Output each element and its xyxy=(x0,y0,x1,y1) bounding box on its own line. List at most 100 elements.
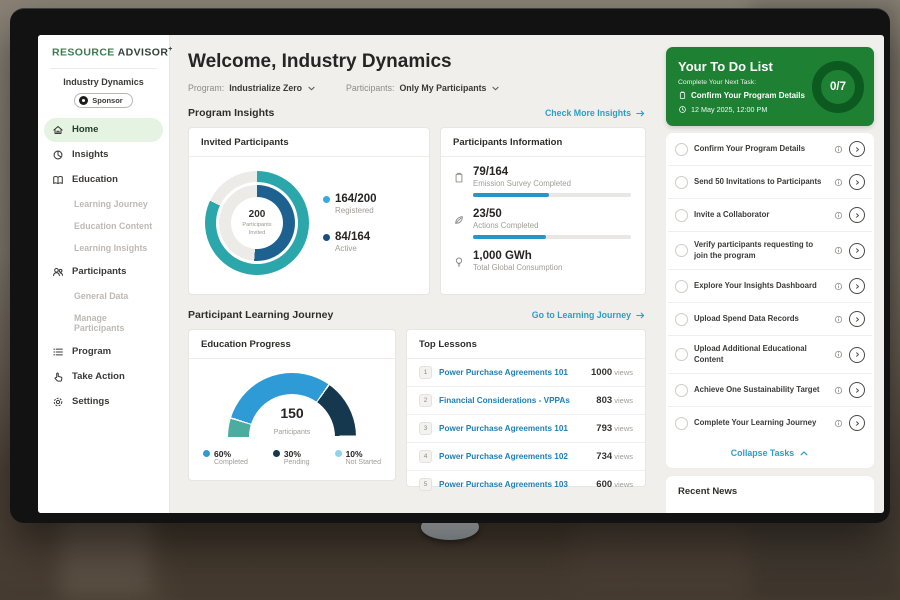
take-action-icon xyxy=(54,371,63,382)
task-checkbox[interactable] xyxy=(675,312,688,326)
legend-item-completed: 60% Completed xyxy=(203,449,248,466)
sidebar-item-general-data[interactable]: General Data xyxy=(74,290,129,301)
sidebar-item-insights[interactable]: Insights xyxy=(44,143,163,167)
todo-task-row[interactable]: Upload Spend Data Records xyxy=(668,303,872,337)
lesson-link[interactable]: Power Purchase Agreements 103 xyxy=(439,480,568,489)
program-filter-dropdown[interactable]: Program: Industrialize Zero xyxy=(188,83,316,93)
task-chevron-button[interactable] xyxy=(849,242,865,259)
sidebar-item-settings[interactable]: Settings xyxy=(44,390,163,414)
lesson-row: 5 Power Purchase Agreements 103 600 view… xyxy=(407,471,645,498)
task-checkbox[interactable] xyxy=(675,279,688,293)
info-icon[interactable] xyxy=(834,419,843,428)
arrow-right-icon xyxy=(636,312,645,318)
todo-task-row[interactable]: Complete Your Learning Journey xyxy=(668,407,872,439)
todo-task-row[interactable]: Verify participants requesting to join t… xyxy=(668,232,872,271)
collapse-tasks-link[interactable]: Collapse Tasks xyxy=(668,439,872,468)
lesson-row: 1 Power Purchase Agreements 101 1000 vie… xyxy=(407,359,645,387)
monitor-bezel: RESOURCE ADVISOR+ Industry Dynamics Spon… xyxy=(10,8,890,523)
sidebar-item-home[interactable]: Home xyxy=(44,117,163,142)
stat-emission-survey: 79/164 Emission Survey Completed xyxy=(441,157,645,199)
task-chevron-button[interactable] xyxy=(849,346,865,363)
task-checkbox[interactable] xyxy=(675,383,688,397)
task-chevron-button[interactable] xyxy=(849,174,865,190)
bulb-icon xyxy=(455,257,463,267)
chevron-right-icon xyxy=(855,146,859,152)
sidebar-item-learning-insights[interactable]: Learning Insights xyxy=(74,242,148,253)
chevron-right-icon xyxy=(855,387,859,393)
lesson-link[interactable]: Financial Considerations - VPPAs xyxy=(439,396,570,405)
sponsor-icon xyxy=(79,95,89,105)
task-chevron-button[interactable] xyxy=(849,382,865,399)
task-chevron-button[interactable] xyxy=(849,278,865,295)
lesson-link[interactable]: Power Purchase Agreements 101 xyxy=(439,368,568,377)
info-icon[interactable] xyxy=(834,386,843,395)
sidebar-item-education-content[interactable]: Education Content xyxy=(74,220,153,231)
task-chevron-button[interactable] xyxy=(849,311,865,328)
chevron-up-icon xyxy=(800,451,808,456)
lesson-row: 4 Power Purchase Agreements 102 734 view… xyxy=(407,443,645,471)
chevron-right-icon xyxy=(855,316,859,322)
todo-task-row[interactable]: Upload Additional Educational Content xyxy=(668,336,872,375)
task-checkbox[interactable] xyxy=(675,348,688,362)
task-checkbox[interactable] xyxy=(675,208,688,222)
donut-legend: 164/200 Registered 84/164 Active xyxy=(323,193,377,253)
task-chevron-button[interactable] xyxy=(849,141,865,157)
chevron-right-icon xyxy=(855,352,859,357)
chevron-down-icon xyxy=(492,86,500,90)
info-icon[interactable] xyxy=(834,315,843,324)
leaf-icon xyxy=(455,216,463,224)
todo-task-row[interactable]: Explore Your Insights Dashboard xyxy=(668,270,872,304)
clipboard-icon xyxy=(679,91,686,99)
task-checkbox[interactable] xyxy=(675,142,688,156)
info-icon[interactable] xyxy=(834,211,843,220)
todo-task-row[interactable]: Send 50 Invitations to Participants xyxy=(668,166,872,199)
gauge-center-label: 150 Participants xyxy=(273,405,311,436)
check-more-insights-link[interactable]: Check More Insights xyxy=(545,108,646,118)
registered-dot xyxy=(323,196,330,203)
gauge-legend: 60% Completed 30% Pending 10% Not Started xyxy=(189,439,395,466)
task-checkbox[interactable] xyxy=(675,244,688,258)
todo-title: Your To Do List xyxy=(678,59,773,74)
learning-journey-heading: Participant Learning Journey xyxy=(188,309,334,321)
go-to-learning-journey-link[interactable]: Go to Learning Journey xyxy=(532,310,646,320)
education-progress-title: Education Progress xyxy=(189,330,395,359)
task-checkbox[interactable] xyxy=(675,175,688,189)
task-checkbox[interactable] xyxy=(675,416,688,430)
todo-due-date: 12 May 2025, 12:00 PM xyxy=(678,105,806,114)
recent-news-title: Recent News xyxy=(678,486,738,498)
sidebar-item-program[interactable]: Program xyxy=(44,340,163,364)
program-insights-heading: Program Insights xyxy=(188,107,275,119)
lesson-link[interactable]: Power Purchase Agreements 101 xyxy=(439,424,568,433)
info-icon[interactable] xyxy=(834,350,843,359)
info-icon[interactable] xyxy=(834,145,843,154)
info-icon[interactable] xyxy=(834,246,843,255)
sidebar-item-education[interactable]: Education xyxy=(44,168,163,192)
participants-information-title: Participants Information xyxy=(441,128,645,157)
organization-name: Industry Dynamics xyxy=(63,76,144,87)
logo-plus: + xyxy=(168,46,173,53)
info-icon[interactable] xyxy=(834,178,843,187)
lesson-row: 2 Financial Considerations - VPPAs 803 v… xyxy=(407,387,645,415)
top-lessons-card: Top Lessons 1 Power Purchase Agreements … xyxy=(406,329,646,491)
app-logo: RESOURCE ADVISOR+ xyxy=(38,46,172,59)
not-started-dot xyxy=(334,450,342,457)
info-icon[interactable] xyxy=(834,282,843,291)
task-chevron-button[interactable] xyxy=(849,207,865,223)
legend-item-active: 84/164 Active xyxy=(323,231,377,253)
todo-task-row[interactable]: Achieve One Sustainability Target xyxy=(668,374,872,408)
lesson-link[interactable]: Power Purchase Agreements 102 xyxy=(439,452,568,461)
sidebar-item-learning-journey[interactable]: Learning Journey xyxy=(74,198,148,209)
lesson-row: 3 Power Purchase Agreements 101 793 view… xyxy=(407,415,645,443)
lesson-rank: 3 xyxy=(419,422,432,435)
todo-task-row[interactable]: Invite a Collaborator xyxy=(668,199,872,232)
sidebar-item-participants[interactable]: Participants xyxy=(44,260,163,284)
sidebar-item-take-action[interactable]: Take Action xyxy=(44,365,163,389)
logo-secondary: ADVISOR xyxy=(117,46,169,59)
participants-filter-dropdown[interactable]: Participants: Only My Participants xyxy=(346,83,500,93)
todo-task-row[interactable]: Confirm Your Program Details xyxy=(668,133,872,166)
task-chevron-button[interactable] xyxy=(849,415,865,432)
main-content: Welcome, Industry Dynamics Program: Indu… xyxy=(170,35,660,513)
sidebar-item-manage-participants[interactable]: Manage Participants xyxy=(74,312,125,333)
participants-information-card: Participants Information 79/164 Emission… xyxy=(440,127,646,295)
todo-next-task: Confirm Your Program Details xyxy=(678,91,806,100)
